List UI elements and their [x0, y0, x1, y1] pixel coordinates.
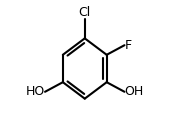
Text: Cl: Cl — [79, 6, 91, 19]
Text: HO: HO — [26, 85, 45, 98]
Text: F: F — [124, 39, 132, 52]
Text: OH: OH — [124, 85, 144, 98]
